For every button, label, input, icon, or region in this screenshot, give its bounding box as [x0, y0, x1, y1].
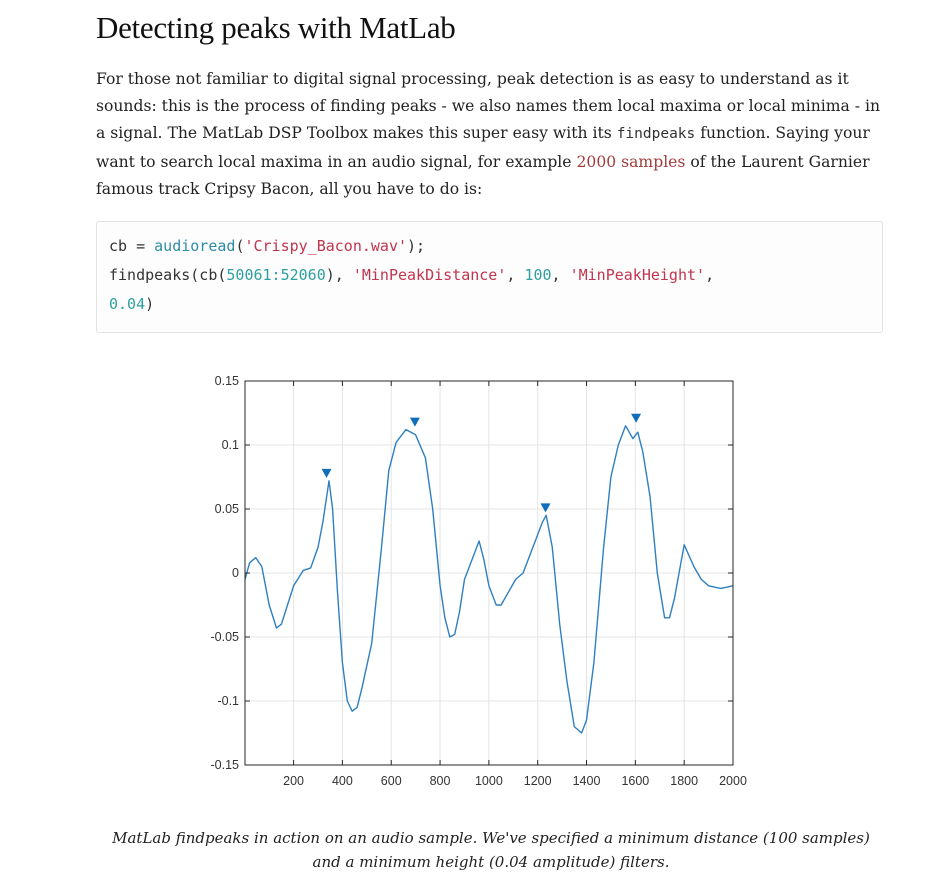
- y-tick-label: 0: [232, 566, 239, 580]
- figure-caption: MatLab findpeaks in action on an audio s…: [112, 829, 870, 871]
- intro-paragraph: For those not familiar to digital signal…: [96, 66, 886, 203]
- x-tick-label: 1200: [524, 774, 552, 788]
- code-line-3: 0.04): [109, 295, 155, 313]
- x-tick-label: 2000: [719, 774, 747, 788]
- y-tick-label: 0.05: [215, 502, 239, 516]
- page-title: Detecting peaks with MatLab: [96, 10, 456, 45]
- samples-link[interactable]: 2000 samples: [576, 152, 686, 171]
- y-tick-label: -0.1: [217, 694, 239, 708]
- code-line-1: cb = audioread('Crispy_Bacon.wav');: [109, 237, 426, 255]
- x-tick-label: 400: [332, 774, 353, 788]
- x-tick-label: 600: [381, 774, 402, 788]
- code-block[interactable]: cb = audioread('Crispy_Bacon.wav'); find…: [96, 221, 883, 333]
- paragraph-text-3: of the Laurent Garnier famous track Crip…: [96, 152, 870, 198]
- x-tick-label: 1000: [475, 774, 503, 788]
- inline-code-findpeaks: findpeaks: [616, 126, 696, 143]
- code-line-2: findpeaks(cb(50061:52060), 'MinPeakDista…: [109, 266, 715, 284]
- peak-marker: [321, 468, 332, 478]
- x-tick-label: 1400: [573, 774, 601, 788]
- y-tick-label: 0.1: [222, 438, 239, 452]
- peak-marker: [409, 417, 420, 427]
- signal-line: [244, 425, 734, 734]
- paragraph-text-1: For those not familiar to digital signal…: [96, 70, 881, 143]
- y-tick-label: -0.05: [211, 630, 240, 644]
- peak-marker: [631, 413, 642, 423]
- y-tick-label: 0.15: [215, 374, 239, 388]
- x-tick-label: 1600: [621, 774, 649, 788]
- x-tick-label: 800: [430, 774, 451, 788]
- y-tick-label: -0.15: [211, 758, 240, 772]
- peak-marker: [540, 503, 551, 513]
- paragraph-text-2: function. Saying your want to search loc…: [96, 124, 870, 171]
- x-tick-label: 200: [283, 774, 304, 788]
- x-tick-label: 1800: [670, 774, 698, 788]
- findpeaks-chart: 200 400 600 800 1000 1200 1400 1600 1800 2000 -0.1…: [211, 374, 747, 788]
